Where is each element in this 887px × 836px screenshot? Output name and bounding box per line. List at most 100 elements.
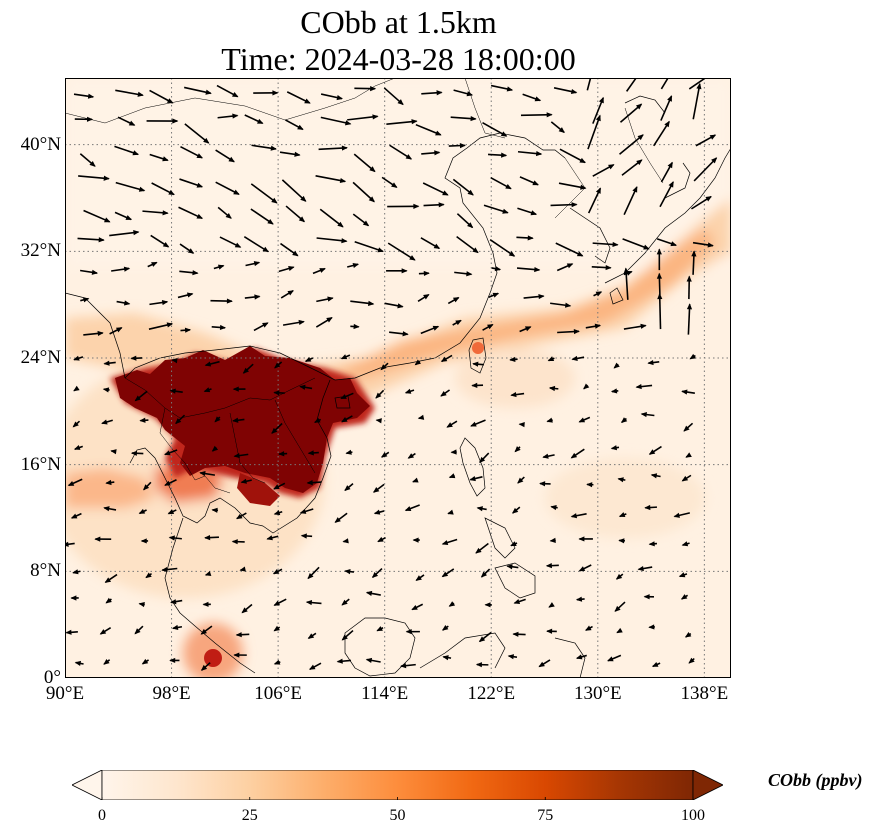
wind-arrow: [73, 445, 84, 450]
wind-arrow: [216, 84, 239, 98]
lon-tick-label: 122°E: [467, 683, 516, 704]
wind-arrow: [138, 508, 147, 515]
wind-arrow: [381, 176, 398, 188]
wind-arrow: [320, 116, 352, 126]
wind-arrow: [285, 119, 304, 131]
wind-arrow: [111, 266, 131, 272]
wind-arrow: [578, 564, 592, 572]
wind-arrow: [623, 186, 638, 215]
wind-arrow: [203, 387, 212, 393]
wind-arrow: [352, 213, 370, 227]
wind-arrow: [578, 536, 593, 542]
wind-arrow: [488, 152, 508, 158]
wind-arrow: [130, 355, 143, 361]
wind-arrow: [546, 417, 553, 423]
wind-arrow: [285, 205, 306, 223]
colorbar-label: CObb (ppbv): [768, 770, 863, 790]
wind-arrow: [578, 416, 591, 423]
wind-arrow: [440, 389, 451, 397]
wind-arrow: [142, 210, 169, 216]
wind-arrow: [210, 298, 233, 304]
wind-arrow: [179, 243, 195, 254]
wind-arrow: [688, 657, 695, 664]
lon-tick-label: 138°E: [680, 683, 729, 704]
concentration-field: [65, 78, 731, 678]
wind-arrow: [689, 353, 696, 360]
map-time: Time: 2024-03-28 18:00:00: [221, 41, 576, 77]
wind-arrow: [307, 566, 320, 580]
wind-arrow: [211, 324, 227, 331]
wind-arrow: [308, 662, 322, 671]
wind-arrow: [171, 624, 183, 631]
wind-arrow: [386, 268, 408, 274]
wind-arrow: [452, 319, 462, 326]
wind-arrow: [653, 120, 670, 147]
wind-arrow: [299, 508, 314, 514]
wind-arrow: [80, 297, 90, 303]
wind-arrow: [586, 78, 592, 91]
colorbar-tick-label: 25: [241, 807, 258, 824]
wind-arrow: [101, 419, 113, 425]
wind-arrow: [692, 241, 714, 248]
wind-arrow: [571, 355, 585, 361]
wind-arrow: [512, 631, 526, 637]
wind-arrow: [354, 241, 384, 253]
wind-arrow: [240, 478, 252, 484]
wind-arrow: [476, 506, 487, 512]
wind-arrow: [204, 535, 219, 541]
wind-arrow: [441, 625, 449, 631]
wind-arrow: [239, 566, 246, 572]
wind-arrow: [557, 328, 580, 335]
wind-arrow: [299, 384, 313, 390]
wind-arrow: [274, 361, 283, 369]
wind-arrow: [607, 654, 622, 662]
wind-arrow: [553, 87, 578, 95]
wind-arrow: [513, 598, 526, 604]
wind-arrow: [447, 509, 454, 515]
wind-arrow: [648, 445, 662, 455]
wind-arrow: [593, 291, 603, 297]
lat-tick-label: 40°N: [20, 133, 61, 155]
lat-tick-label: 32°N: [20, 240, 61, 262]
wind-arrow: [278, 266, 295, 273]
wind-arrow: [217, 113, 239, 119]
wind-arrow: [517, 150, 543, 157]
wind-arrow: [278, 451, 288, 457]
wind-arrow: [592, 96, 604, 124]
wind-arrow: [233, 652, 247, 658]
wind-arrow: [657, 293, 663, 330]
wind-arrow: [490, 84, 514, 92]
wind-arrow: [483, 204, 509, 214]
wind-arrow: [678, 572, 688, 578]
wind-arrow: [688, 78, 707, 90]
wind-arrow: [143, 481, 152, 491]
wind-arrow: [83, 209, 111, 223]
wind-arrow: [74, 660, 84, 666]
wind-arrow: [77, 237, 105, 243]
wind-arrow: [681, 474, 692, 482]
wind-arrow: [334, 512, 348, 523]
wind-arrow: [448, 473, 456, 479]
wind-arrow: [253, 90, 279, 96]
wind-arrow: [72, 420, 81, 428]
wind-arrow: [550, 202, 578, 208]
wind-arrow: [204, 360, 220, 367]
wind-arrow: [307, 632, 317, 639]
wind-arrow: [383, 87, 404, 106]
wind-arrow: [617, 477, 626, 483]
wind-arrow: [691, 195, 712, 210]
wind-arrow: [685, 452, 692, 458]
wind-arrow: [161, 566, 178, 573]
wind-arrow: [456, 213, 474, 229]
wind-arrow: [147, 261, 158, 268]
wind-arrow: [648, 541, 658, 547]
wind-arrow: [94, 536, 112, 542]
wind-arrow: [140, 538, 149, 544]
wind-arrow: [373, 509, 385, 515]
colorbar-extend-low: [72, 770, 103, 800]
wind-arrow: [619, 103, 643, 123]
wind-arrow: [387, 242, 416, 261]
wind-arrow: [389, 331, 409, 337]
wind-arrow: [447, 296, 460, 305]
wind-arrow: [214, 416, 221, 423]
